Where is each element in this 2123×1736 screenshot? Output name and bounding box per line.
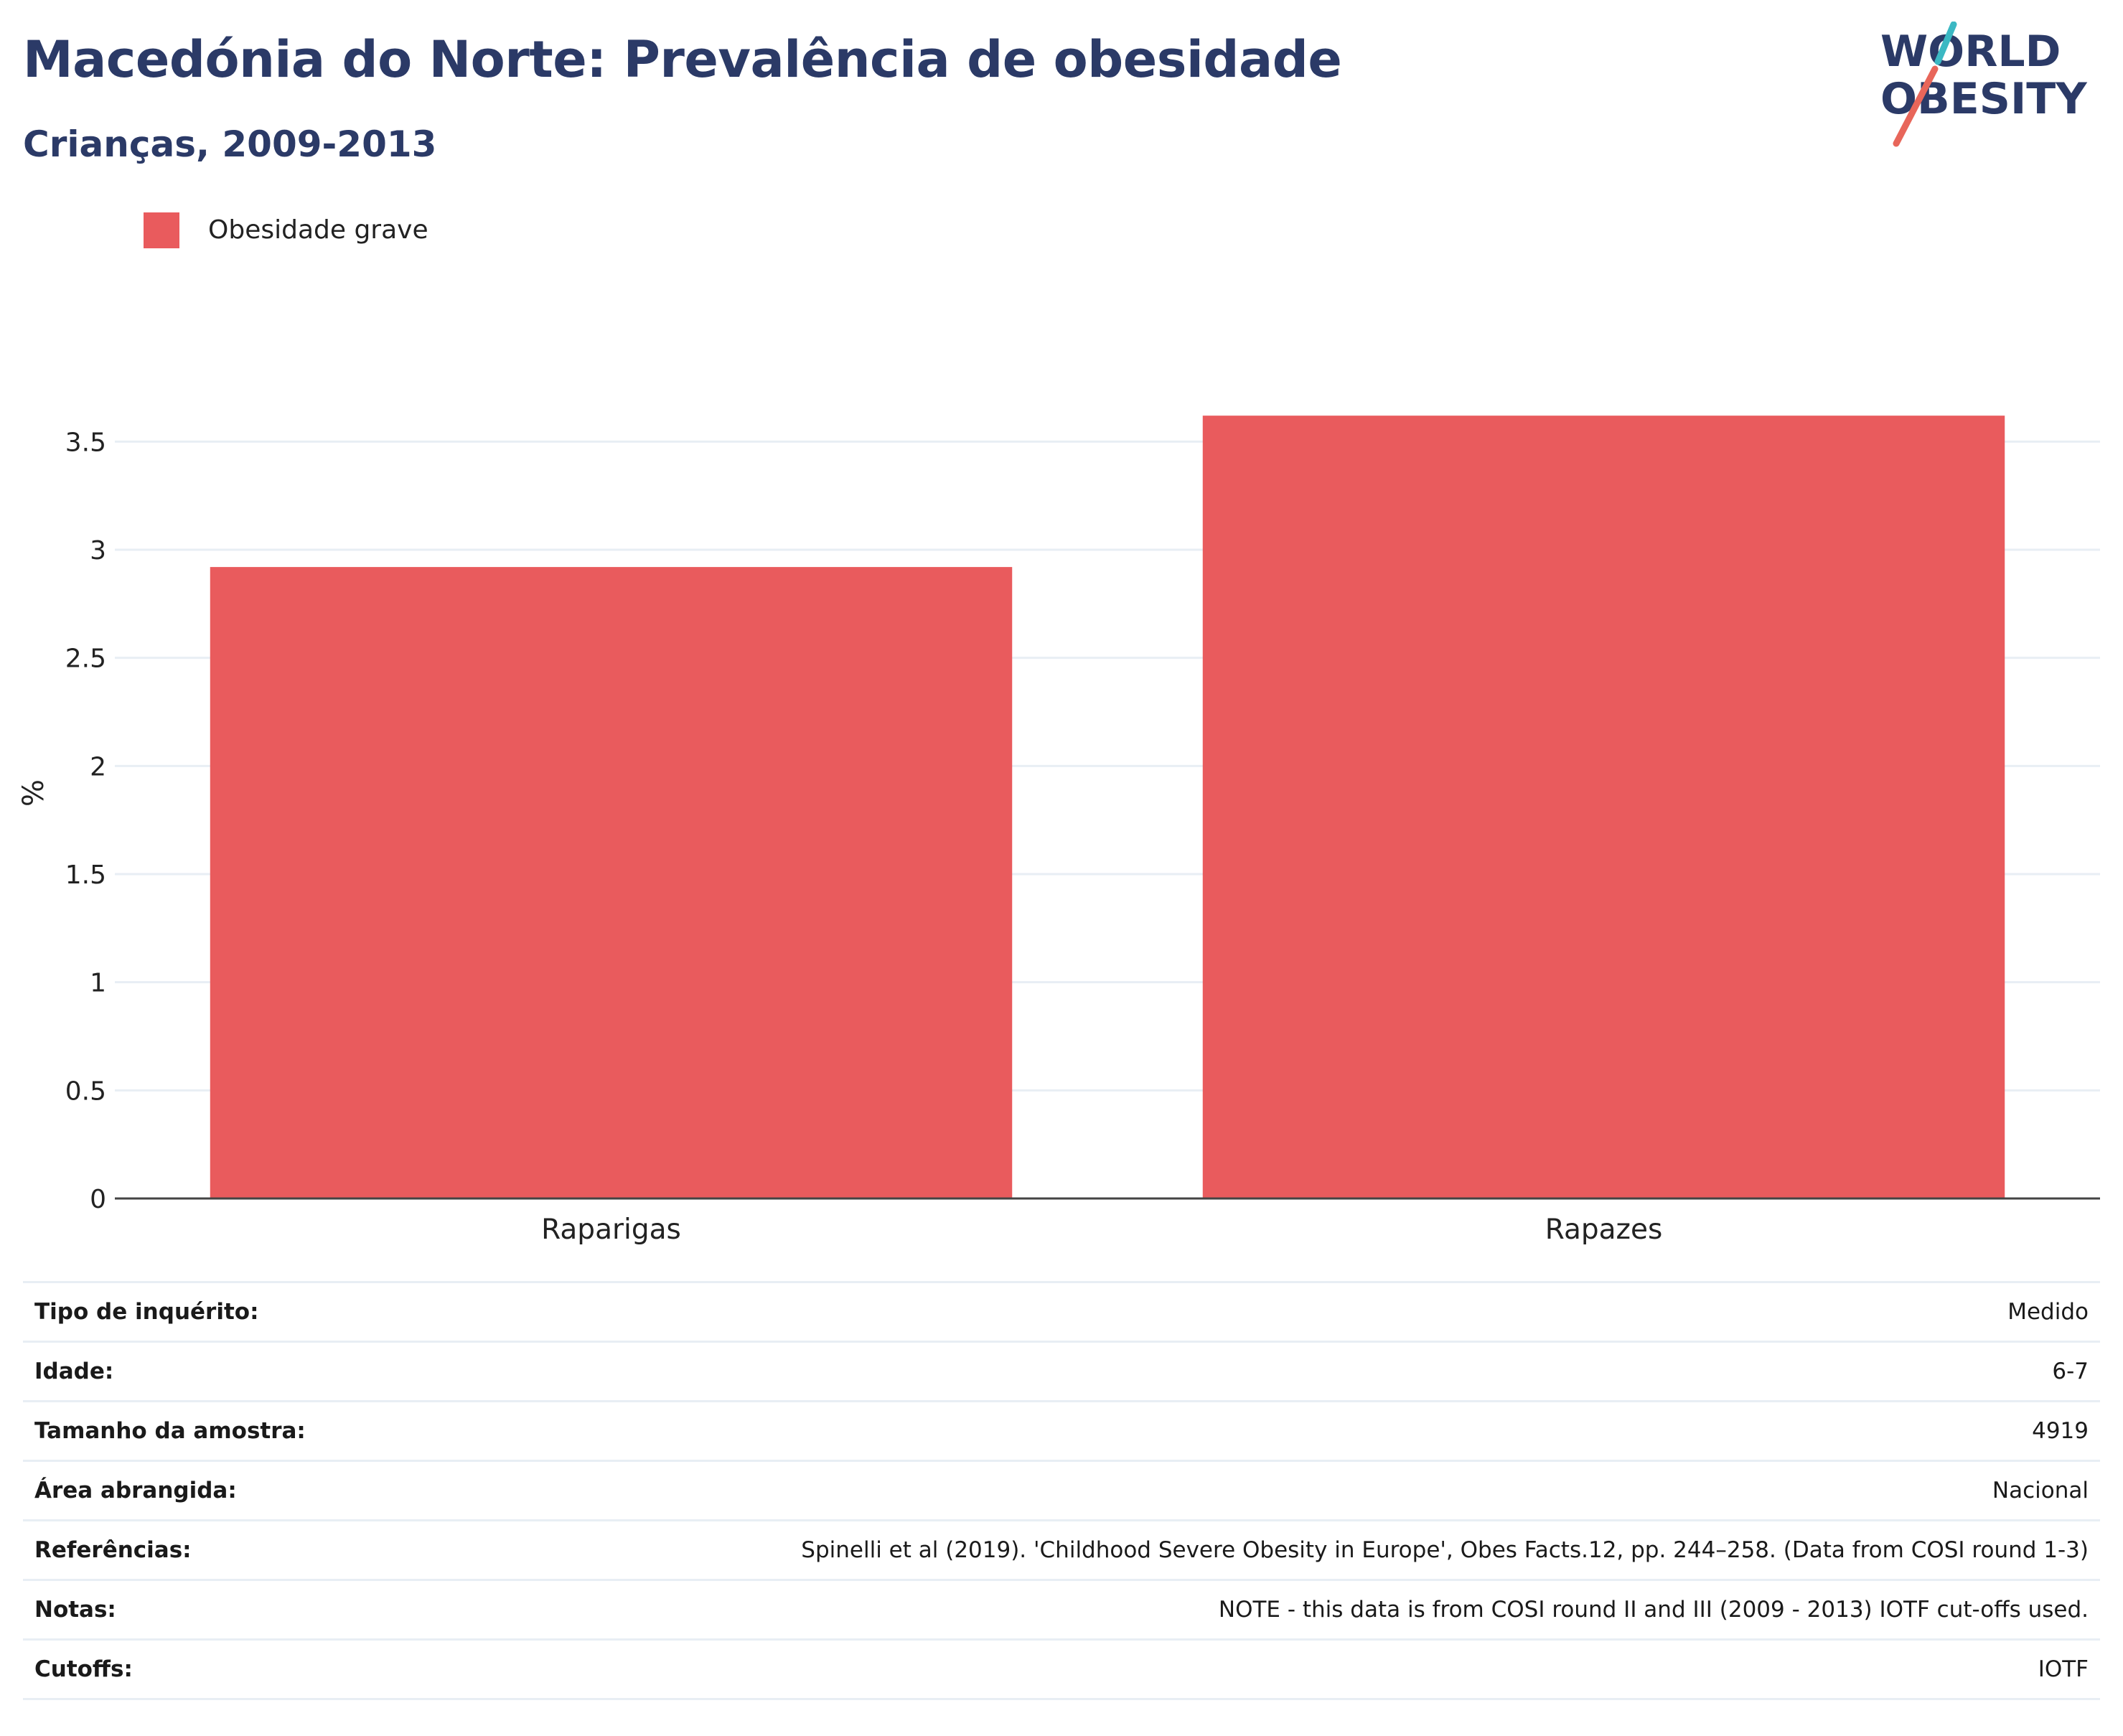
info-row: Tipo de inquérito: Medido bbox=[23, 1282, 2100, 1342]
bar bbox=[1202, 416, 2005, 1198]
info-value: Nacional bbox=[1992, 1478, 2089, 1503]
info-value: Spinelli et al (2019). 'Childhood Severe… bbox=[801, 1537, 2089, 1563]
info-key: Idade: bbox=[34, 1359, 114, 1384]
info-value: IOTF bbox=[2038, 1656, 2089, 1682]
info-key: Referências: bbox=[34, 1537, 192, 1563]
info-row: Notas: NOTE - this data is from COSI roun… bbox=[23, 1580, 2100, 1640]
chart-title: Macedónia do Norte: Prevalência de obesi… bbox=[23, 30, 1342, 89]
info-row: Referências: Spinelli et al (2019). 'Chil… bbox=[23, 1520, 2100, 1580]
logo-word-obesity: OBESITY bbox=[1880, 74, 2088, 124]
x-tick-label: Raparigas bbox=[541, 1214, 681, 1246]
bar-chart: 0 0.5 1 1.5 2 2.5 3 3.5 Raparigas Rapazes% bbox=[17, 416, 2100, 1246]
info-key: Tamanho da amostra: bbox=[34, 1418, 306, 1444]
info-row: Idade: 6-7 bbox=[23, 1341, 2100, 1402]
info-value: Medido bbox=[2007, 1299, 2089, 1325]
y-tick-label: 3 bbox=[90, 536, 106, 566]
info-row: Cutoffs: IOTF bbox=[23, 1639, 2100, 1699]
y-tick-label: 2 bbox=[90, 752, 106, 782]
bar bbox=[210, 567, 1013, 1198]
info-value: 4919 bbox=[2032, 1418, 2089, 1444]
logo-slash-bottom bbox=[1893, 65, 1939, 147]
x-tick-label: Rapazes bbox=[1545, 1214, 1663, 1246]
info-key: Cutoffs: bbox=[34, 1656, 133, 1682]
info-row: Área abrangida: Nacional bbox=[23, 1460, 2100, 1521]
y-tick-label: 2.5 bbox=[65, 644, 106, 674]
chart-subtitle: Crianças, 2009-2013 bbox=[23, 123, 437, 165]
info-key: Área abrangida: bbox=[34, 1478, 237, 1503]
legend-swatch bbox=[144, 212, 179, 248]
info-table: Tipo de inquérito: Medido Idade: 6-7 Tamanho… bbox=[23, 1281, 2100, 1700]
y-tick-label: 1.5 bbox=[65, 860, 106, 890]
logo-word-world: WORLD bbox=[1880, 27, 2061, 77]
info-key: Notas: bbox=[34, 1597, 116, 1623]
y-tick-label: 1 bbox=[90, 969, 106, 998]
info-key: Tipo de inquérito: bbox=[34, 1299, 259, 1325]
info-row: Tamanho da amostra: 4919 bbox=[23, 1401, 2100, 1461]
logo-slash-top bbox=[1934, 22, 1957, 65]
legend-label: Obesidade grave bbox=[208, 215, 428, 245]
y-axis-label: % bbox=[17, 779, 50, 807]
info-value: NOTE - this data is from COSI round II a… bbox=[1218, 1597, 2089, 1623]
world-obesity-logo: WORLD OBESITY bbox=[1880, 22, 2088, 147]
y-tick-label: 0 bbox=[90, 1185, 106, 1214]
info-value: 6-7 bbox=[2052, 1359, 2089, 1384]
y-tick-label: 0.5 bbox=[65, 1076, 106, 1106]
y-tick-label: 3.5 bbox=[65, 428, 106, 457]
